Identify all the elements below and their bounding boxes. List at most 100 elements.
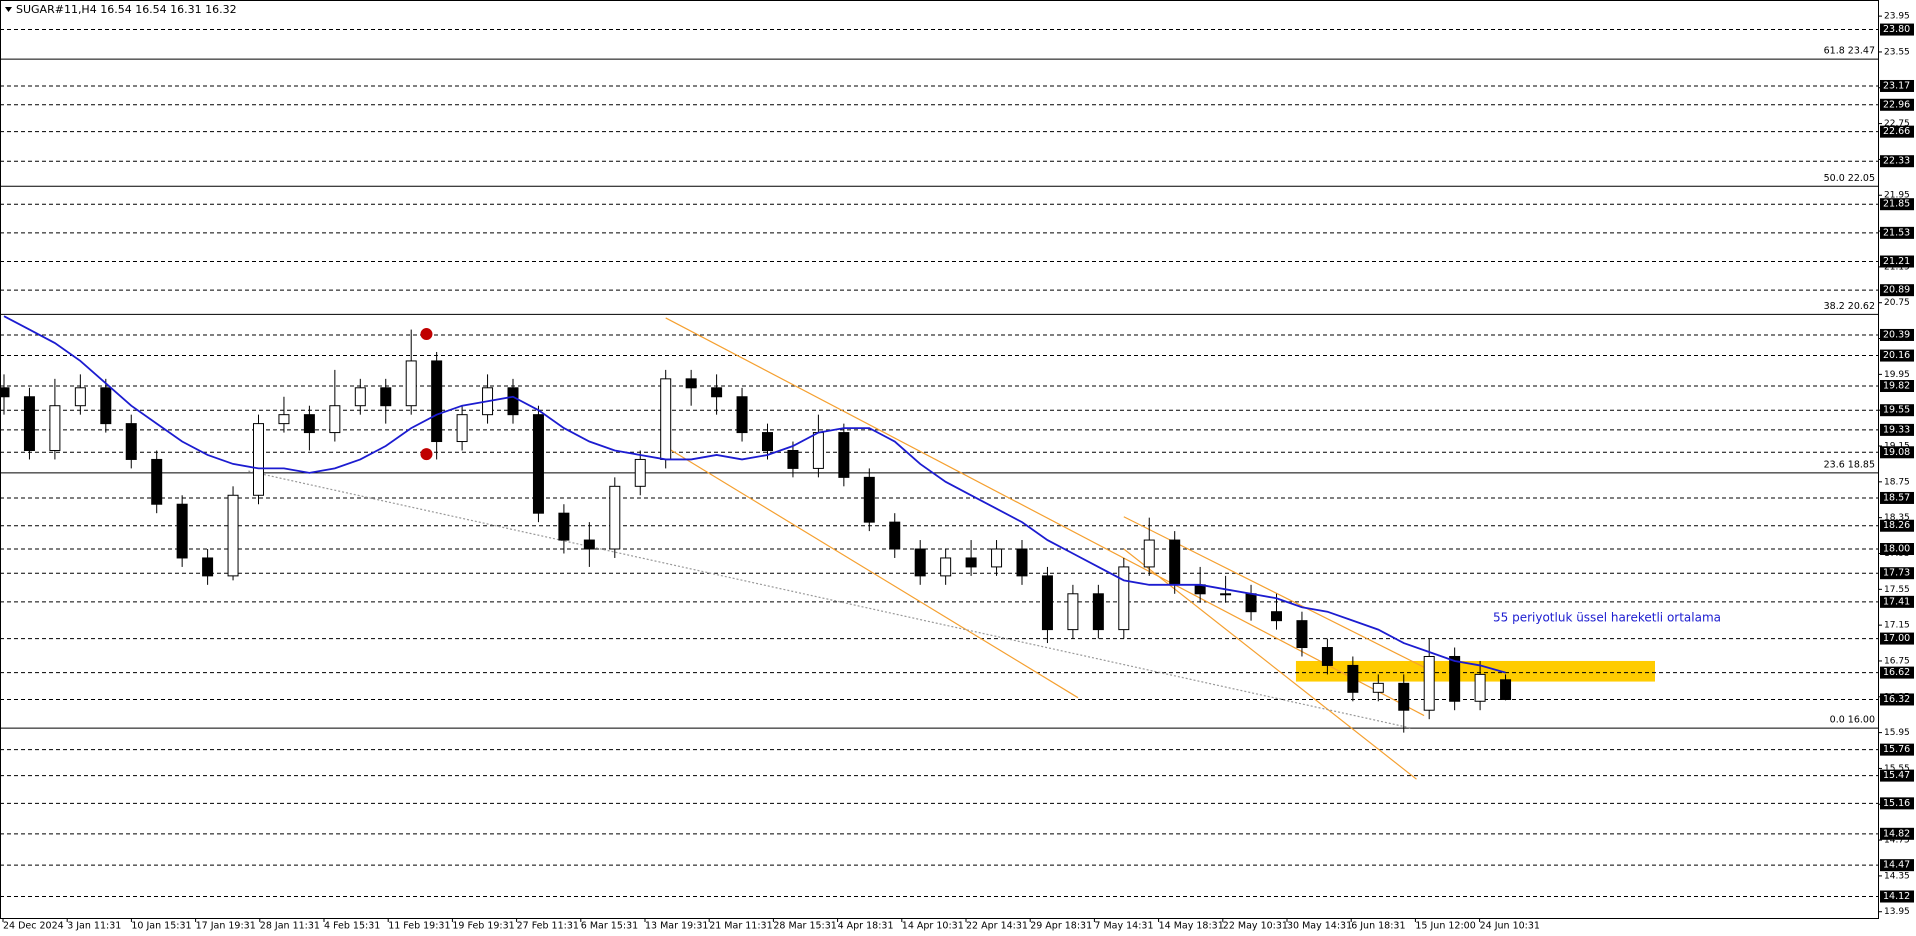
candle-body <box>278 414 290 425</box>
y-tick-label: 20.75 <box>1884 298 1910 308</box>
level-label: 14.82 <box>1883 828 1910 839</box>
candle-body <box>863 476 875 523</box>
y-tick-label: 13.95 <box>1884 907 1910 917</box>
level-label-box <box>1880 23 1914 36</box>
x-tick-label: 14 May 18:31 <box>1159 921 1224 932</box>
candle-body <box>151 458 163 505</box>
marker <box>420 448 433 461</box>
level-label-box <box>1880 693 1914 706</box>
candle-body <box>405 360 417 407</box>
candle-body <box>1092 593 1104 631</box>
candle-body <box>660 378 672 460</box>
y-tick-label: 14.35 <box>1884 871 1910 881</box>
candle-body <box>1474 673 1486 702</box>
marker <box>420 328 433 341</box>
chart-title: SUGAR#11,H4 16.54 16.54 16.31 16.32 <box>16 3 237 16</box>
x-tick-label: 4 Feb 15:31 <box>324 921 380 932</box>
level-label-box <box>1880 797 1914 810</box>
y-tick-label: 15.95 <box>1884 728 1910 738</box>
plot-frame <box>0 0 1879 919</box>
level-label: 22.66 <box>1883 126 1910 137</box>
candle-body <box>1016 548 1028 577</box>
level-label-box <box>1880 349 1914 362</box>
level-label: 21.21 <box>1883 256 1910 267</box>
support-zone <box>1295 660 1655 682</box>
x-tick-label: 19 Feb 19:31 <box>452 921 514 932</box>
level-label-box <box>1880 125 1914 138</box>
x-tick-label: 21 Mar 11:31 <box>709 921 772 932</box>
level-label-box <box>1880 155 1914 168</box>
level-label: 15.16 <box>1883 798 1910 809</box>
y-tick-label: 16.75 <box>1884 656 1910 666</box>
candle-body <box>583 539 595 550</box>
level-label: 18.26 <box>1883 520 1910 531</box>
candle-body <box>1296 620 1308 649</box>
candle-body <box>380 387 392 407</box>
x-tick-label: 22 May 10:31 <box>1223 921 1288 932</box>
candle-body <box>736 396 748 434</box>
candle-body <box>1423 655 1435 711</box>
candle-body <box>23 396 35 451</box>
trendline <box>665 317 1425 717</box>
menu-triangle[interactable] <box>5 7 12 12</box>
level-label: 23.17 <box>1883 80 1910 91</box>
level-label: 23.80 <box>1883 24 1910 35</box>
candle-body <box>202 557 214 577</box>
x-tick-label: 6 Jun 18:31 <box>1351 921 1405 932</box>
level-label: 20.39 <box>1883 329 1910 340</box>
level-label: 21.53 <box>1883 227 1910 238</box>
level-label-box <box>1880 543 1914 556</box>
x-tick-label: 29 Apr 18:31 <box>1030 921 1092 932</box>
x-tick-label: 17 Jan 19:31 <box>196 921 256 932</box>
candle-body <box>1118 566 1130 631</box>
candle-body <box>1271 611 1282 622</box>
candle-body <box>965 557 977 568</box>
x-tick-label: 28 Mar 15:31 <box>773 921 836 932</box>
level-label-box <box>1880 567 1914 580</box>
trendline <box>665 446 1079 699</box>
candle-body <box>914 548 926 577</box>
candle-body <box>940 557 952 577</box>
candle-body <box>176 503 188 559</box>
level-label-box <box>1880 666 1914 679</box>
candle-body <box>1321 647 1333 666</box>
level-label: 16.62 <box>1883 667 1910 678</box>
candle-body <box>1220 593 1232 596</box>
fib-label: 23.6 18.85 <box>1824 459 1875 470</box>
candle-body <box>812 432 824 469</box>
level-label-box <box>1880 79 1914 92</box>
trendline <box>248 470 1412 729</box>
level-label-box <box>1880 446 1914 459</box>
candle-body <box>1398 682 1410 711</box>
candle-body <box>74 387 86 407</box>
level-label: 19.33 <box>1883 424 1910 435</box>
annotation: 55 periyotluk üssel hareketli ortalama <box>1493 611 1721 625</box>
level-label: 14.47 <box>1883 860 1910 871</box>
level-label: 18.00 <box>1883 544 1910 555</box>
level-label: 16.32 <box>1883 694 1910 705</box>
y-tick-label: 21.95 <box>1884 191 1910 201</box>
x-tick-label: 24 Dec 2024 <box>3 921 64 932</box>
level-label: 15.47 <box>1883 770 1910 781</box>
candle-body <box>1067 593 1079 631</box>
x-tick-label: 11 Feb 19:31 <box>388 921 450 932</box>
candle-body <box>507 387 519 416</box>
fib-label: 61.8 23.47 <box>1824 46 1875 57</box>
candle-body <box>253 423 264 496</box>
level-label-box <box>1880 827 1914 840</box>
level-label-box <box>1880 632 1914 645</box>
candle-body <box>125 423 137 460</box>
level-label-box <box>1880 890 1914 903</box>
y-tick-label: 23.95 <box>1884 12 1910 22</box>
level-label-box <box>1880 404 1914 417</box>
level-label-box <box>1880 98 1914 111</box>
candle-body <box>0 387 10 398</box>
x-tick-label: 22 Apr 14:31 <box>966 921 1028 932</box>
level-label: 15.76 <box>1883 744 1910 755</box>
candle-body <box>354 387 366 407</box>
x-tick-label: 24 Jun 10:31 <box>1480 921 1540 932</box>
level-label: 17.41 <box>1883 596 1910 607</box>
x-tick-label: 3 Jan 11:31 <box>67 921 121 932</box>
y-tick-label: 19.95 <box>1884 370 1910 380</box>
